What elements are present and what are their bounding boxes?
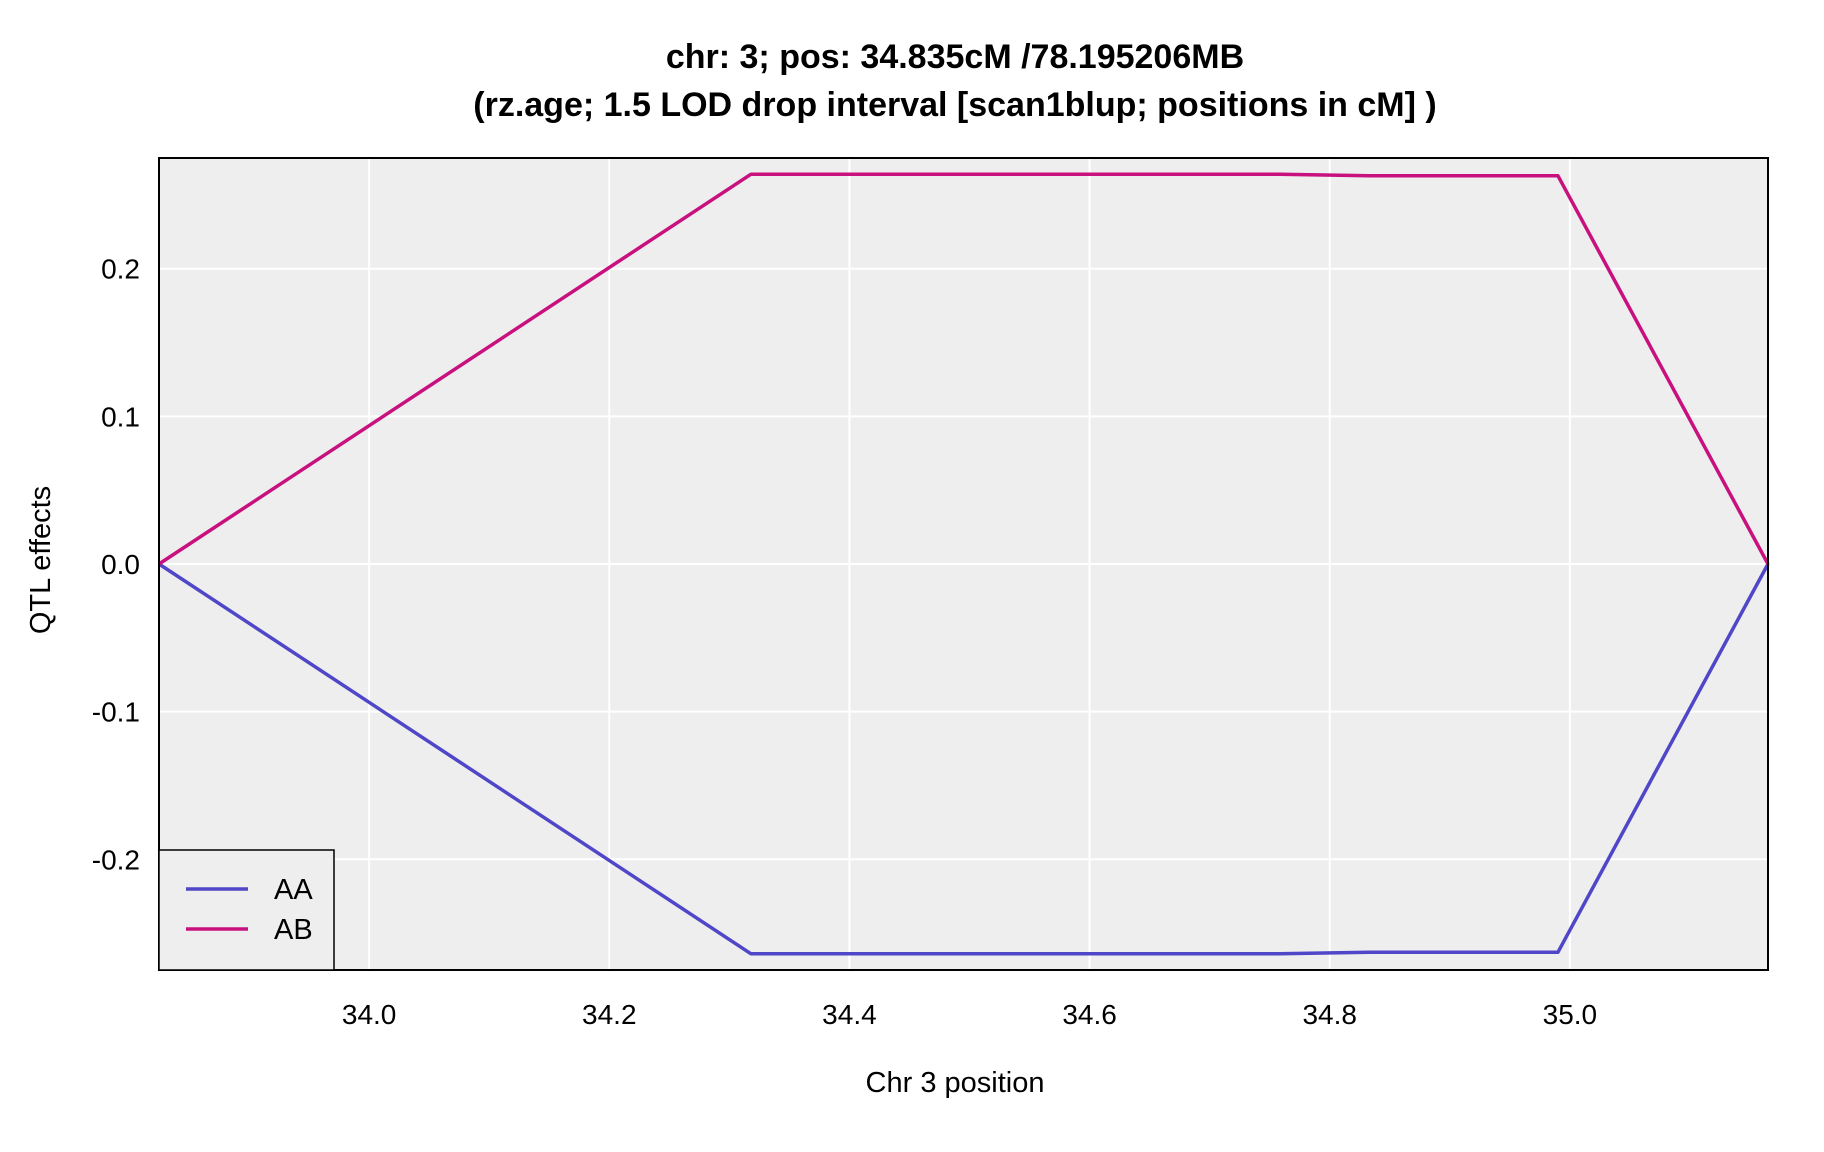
x-tick-label: 34.2 <box>582 999 637 1030</box>
x-tick-label: 34.0 <box>342 999 397 1030</box>
x-axis-label: Chr 3 position <box>866 1067 1045 1099</box>
legend-box <box>158 849 335 971</box>
series-line-ab <box>158 172 1770 566</box>
x-tick-label: 34.8 <box>1302 999 1357 1030</box>
y-tick-label: 0.0 <box>101 549 140 580</box>
x-tick-label: 35.0 <box>1543 999 1598 1030</box>
y-tick-label: -0.2 <box>92 844 140 875</box>
chart-title: chr: 3; pos: 34.835cM /78.195206MB <box>666 38 1244 76</box>
y-tick-label: -0.1 <box>92 697 140 728</box>
series-line-aa <box>158 562 1770 956</box>
y-tick-label: 0.2 <box>101 254 140 285</box>
legend-label-ab: AB <box>274 914 313 946</box>
grid-lines <box>159 158 1768 970</box>
series-lines <box>158 172 1770 956</box>
axis-ticks: 34.0 34.2 34.4 34.6 34.8 35.0 -0.2 -0.1 0.0 0.1 0.… <box>92 254 1597 1030</box>
x-tick-label: 34.4 <box>822 999 877 1030</box>
chart-subtitle: (rz.age; 1.5 LOD drop interval [scan1blu… <box>473 86 1436 124</box>
legend-label-aa: AA <box>274 874 313 906</box>
plot-border <box>158 157 1769 971</box>
y-axis-label: QTL effects <box>25 486 57 634</box>
x-tick-label: 34.6 <box>1062 999 1117 1030</box>
legend: AA AB <box>158 849 335 971</box>
y-tick-label: 0.1 <box>101 401 140 432</box>
